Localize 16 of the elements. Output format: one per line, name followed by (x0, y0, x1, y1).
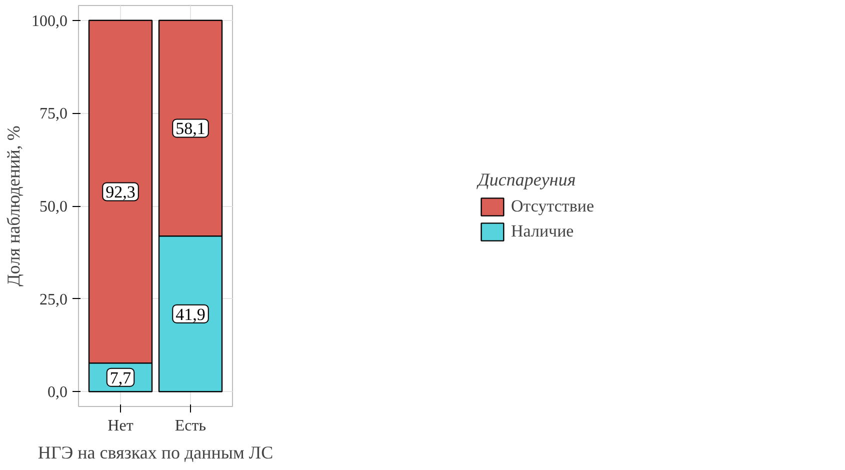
y-axis-title: Доля наблюдений, % (4, 126, 24, 286)
data-label: 41,9 (176, 304, 206, 324)
legend-label: Отсутствие (510, 196, 594, 216)
data-label: 7,7 (110, 368, 132, 388)
x-tick-label: Есть (174, 418, 206, 434)
y-tick-label: 25,0 (40, 291, 68, 308)
x-tick-label: Нет (108, 418, 134, 434)
y-tick-label: 0,0 (48, 384, 68, 402)
legend-label: Наличие (510, 221, 574, 241)
y-tick-label: 100,0 (32, 12, 68, 30)
legend-title: Диспареуния (478, 169, 577, 190)
x-axis-title: НГЭ на связках по данным ЛС (38, 442, 274, 462)
y-tick-label: 50,0 (40, 198, 68, 216)
y-tick-label: 75,0 (40, 106, 68, 123)
data-label: 58,1 (176, 119, 206, 138)
data-label: 92,3 (106, 182, 136, 202)
